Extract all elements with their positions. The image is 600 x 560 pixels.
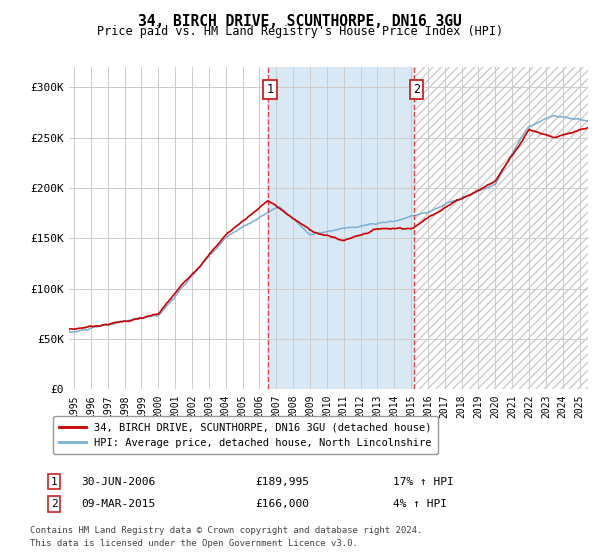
Text: 1: 1 <box>267 83 274 96</box>
Bar <box>268 67 414 389</box>
Text: 2: 2 <box>413 83 420 96</box>
Text: 09-MAR-2015: 09-MAR-2015 <box>81 499 155 509</box>
Text: This data is licensed under the Open Government Licence v3.0.: This data is licensed under the Open Gov… <box>30 539 358 548</box>
Legend: 34, BIRCH DRIVE, SCUNTHORPE, DN16 3GU (detached house), HPI: Average price, deta: 34, BIRCH DRIVE, SCUNTHORPE, DN16 3GU (d… <box>53 416 437 455</box>
Text: 1: 1 <box>50 477 58 487</box>
Text: Contains HM Land Registry data © Crown copyright and database right 2024.: Contains HM Land Registry data © Crown c… <box>30 526 422 535</box>
Text: 34, BIRCH DRIVE, SCUNTHORPE, DN16 3GU: 34, BIRCH DRIVE, SCUNTHORPE, DN16 3GU <box>138 14 462 29</box>
Text: 2: 2 <box>50 499 58 509</box>
Text: 30-JUN-2006: 30-JUN-2006 <box>81 477 155 487</box>
Text: 17% ↑ HPI: 17% ↑ HPI <box>393 477 454 487</box>
Text: Price paid vs. HM Land Registry's House Price Index (HPI): Price paid vs. HM Land Registry's House … <box>97 25 503 38</box>
Text: 4% ↑ HPI: 4% ↑ HPI <box>393 499 447 509</box>
Bar <box>414 67 588 389</box>
Text: £166,000: £166,000 <box>255 499 309 509</box>
Bar <box>414 67 588 389</box>
Text: £189,995: £189,995 <box>255 477 309 487</box>
